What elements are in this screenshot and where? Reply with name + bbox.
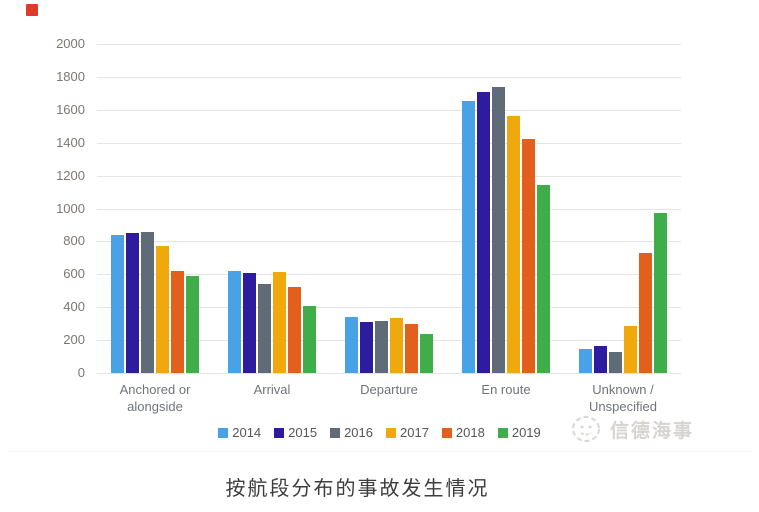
legend-item-2017: 2017 [386,425,429,440]
bar-2016-4 [609,352,622,373]
gridline [97,176,681,177]
gridline [97,307,681,308]
gridline [97,274,681,275]
bar-2018-4 [639,253,652,373]
y-axis-tick-label: 2000 [56,36,85,51]
bar-2015-4 [594,346,607,373]
y-axis-tick-label: 400 [63,299,85,314]
bar-2017-3 [507,116,520,373]
legend-item-2014: 2014 [218,425,261,440]
bar-2019-2 [420,334,433,373]
gridline [97,44,681,45]
bar-2015-1 [243,273,256,373]
chart-legend: 2014 2015 2016 2017 2018 2019 [0,425,759,440]
bar-2016-1 [258,284,271,373]
legend-item-2016: 2016 [330,425,373,440]
gridline [97,77,681,78]
bar-2018-3 [522,139,535,373]
bar-2015-3 [477,92,490,373]
gridline [97,110,681,111]
bar-2017-2 [390,318,403,373]
y-axis-tick-label: 1400 [56,135,85,150]
bar-2016-2 [375,321,388,373]
legend-item-2015: 2015 [274,425,317,440]
legend-swatch-icon [441,427,452,438]
x-axis-category-label: Anchored or alongside [119,382,191,414]
legend-label: 2015 [288,425,318,440]
bar-2014-4 [579,349,592,373]
legend-item-2018: 2018 [441,425,485,440]
bar-2017-4 [624,326,637,373]
bar-2014-1 [228,271,241,373]
xinde-watermark-text: 信德海事 [610,420,695,442]
gridline [97,340,681,341]
legend-label: 2016 [344,425,373,440]
bar-2018-2 [405,324,418,373]
bar-2014-2 [345,317,358,373]
y-axis-tick-label: 600 [63,266,85,281]
y-axis-tick-label: 1600 [56,102,85,117]
legend-item-2019: 2019 [497,425,541,440]
y-axis-tick-label: 1200 [56,168,85,183]
legend-swatch-icon [330,427,341,438]
bar-2016-0 [141,232,154,373]
bar-2015-0 [126,233,139,373]
y-axis-tick-label: 0 [77,365,85,380]
faint-watermark-row [8,451,751,452]
legend-swatch-icon [497,427,508,438]
x-axis-category-label: Arrival [253,382,291,397]
bar-2014-3 [462,101,475,373]
legend-swatch-icon [218,427,229,438]
bar-2019-4 [654,213,667,373]
bar-2015-2 [360,322,373,373]
legend-label: 2017 [400,425,429,440]
bar-2016-3 [492,87,505,373]
bar-2017-0 [156,246,169,373]
legend-swatch-icon [274,427,285,438]
y-axis-tick-label: 200 [63,332,85,347]
legend-label: 2019 [511,425,541,440]
bar-2017-1 [273,272,286,373]
x-axis-category-label: Departure [360,382,418,397]
legend-label: 2018 [455,425,485,440]
bar-2018-0 [171,271,184,373]
bar-2018-1 [288,287,301,373]
x-axis-category-label: En route [481,382,531,397]
y-axis-tick-label: 800 [63,233,85,248]
xinde-logo-icon [570,414,602,444]
bar-2019-0 [186,276,199,373]
gridline [97,143,681,144]
bar-2019-3 [537,185,550,373]
bar-2014-0 [111,235,124,373]
bar-2019-1 [303,306,316,373]
y-axis-tick-label: 1000 [56,201,85,216]
x-axis-category-label: Unknown / Unspecified [589,382,657,414]
legend-label: 2014 [232,425,262,440]
chart-title: 按航段分布的事故发生情况 [225,478,490,500]
y-axis-tick-label: 1800 [56,69,85,84]
xinde-watermark: 信德海事 [570,414,694,444]
legend-swatch-icon [386,427,396,438]
red-marker-icon [26,4,38,16]
gridline [97,373,681,374]
gridline [97,209,681,210]
gridline [97,241,681,242]
